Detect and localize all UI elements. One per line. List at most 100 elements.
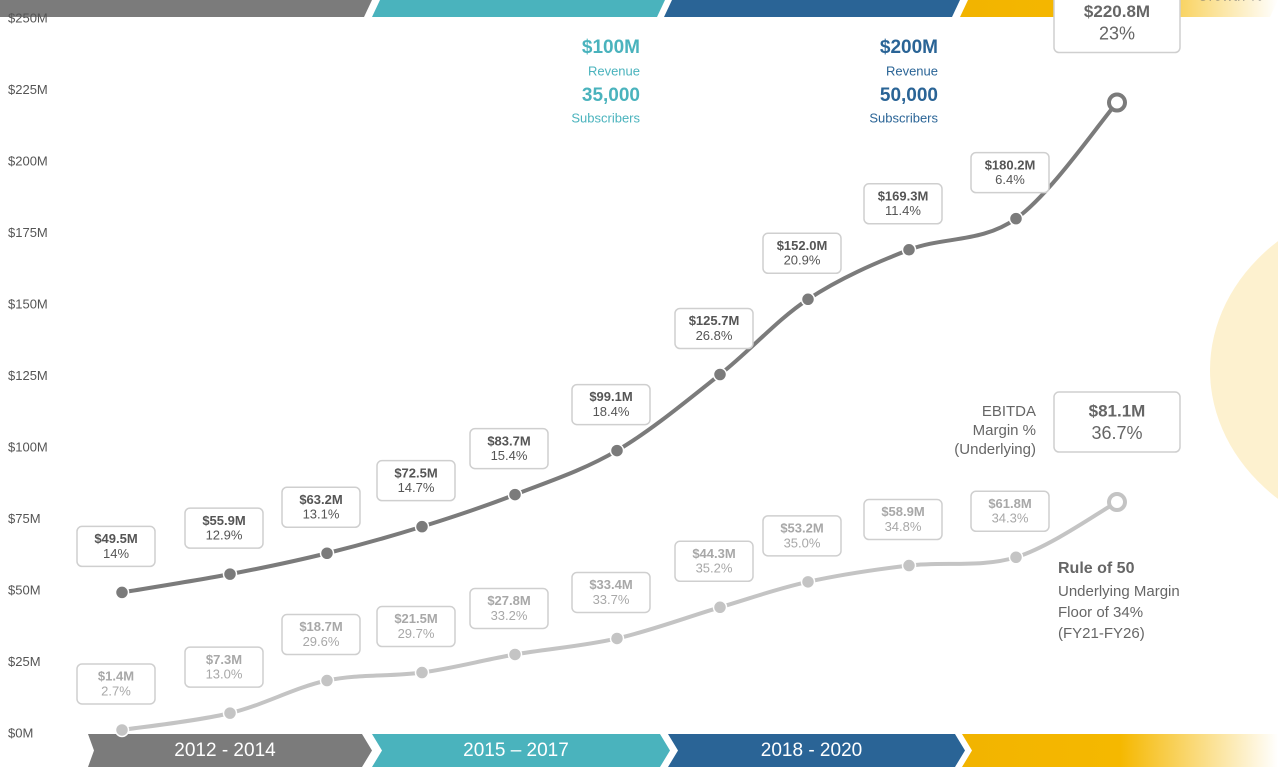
rule-line: (FY21-FY26) <box>1058 625 1145 642</box>
rate-label: 11.4% <box>885 203 921 218</box>
point <box>901 242 917 258</box>
point <box>114 585 130 600</box>
value-box: $81.1M 36.7% <box>1053 391 1181 453</box>
value-label: $55.9M <box>202 513 245 528</box>
value-label: $27.8M <box>487 593 530 608</box>
milestone-revenue: $200M <box>880 37 938 58</box>
y-tick-label: $225M <box>8 82 48 97</box>
point <box>319 673 335 688</box>
y-tick-label: $0M <box>8 725 33 740</box>
rate-label: 36.7% <box>1091 423 1142 443</box>
milestone: $100M Revenue 35,000 Subscribers <box>571 37 640 125</box>
rate-label: 26.8% <box>696 328 733 343</box>
value-label: $61.8M <box>988 496 1031 511</box>
milestone-subscribers-label: Subscribers <box>869 110 938 125</box>
series-name: (Underlying) <box>954 441 1036 458</box>
point <box>1107 492 1127 513</box>
box <box>571 383 651 426</box>
series-name: EBITDA <box>982 403 1036 420</box>
rule-note: Rule of 50 Underlying Margin Floor of 34% (… <box>1058 560 1180 642</box>
bottom-band <box>668 734 965 767</box>
decor-circle <box>1210 241 1278 499</box>
box <box>184 646 264 688</box>
box <box>184 507 264 549</box>
box <box>1053 0 1181 54</box>
point <box>712 600 728 615</box>
point <box>507 647 523 662</box>
rate-label: 23% <box>1099 23 1135 43</box>
series-line <box>121 101 1119 595</box>
rate-label: 20.9% <box>784 253 821 268</box>
box <box>762 232 842 275</box>
rate-label: 33.2% <box>491 608 528 623</box>
point <box>1008 550 1024 565</box>
value-box: $220.8M 23% <box>1053 0 1181 54</box>
point <box>712 367 728 382</box>
y-tick-label: $75M <box>8 511 41 526</box>
value-label: $63.2M <box>299 492 342 507</box>
point <box>800 574 816 590</box>
period-label: 2012 - 2014 <box>174 740 276 761</box>
box <box>376 459 456 502</box>
y-tick-label: $250M <box>8 10 48 25</box>
value-label: $53.2M <box>780 520 823 535</box>
rate-label: 35.2% <box>696 561 733 576</box>
box <box>674 540 754 583</box>
period-label: 2015 – 2017 <box>463 740 569 761</box>
value-label: $33.4M <box>589 577 632 592</box>
value-label: $99.1M <box>589 389 632 404</box>
box <box>469 587 549 630</box>
top-band <box>664 0 960 17</box>
point <box>800 292 816 307</box>
milestone: $200M Revenue 50,000 Subscribers <box>869 37 938 125</box>
series-name: Margin % <box>973 422 1036 439</box>
point <box>114 722 130 738</box>
value-label: $21.5M <box>394 611 437 626</box>
box <box>469 427 549 470</box>
rate-label: 33.7% <box>593 592 630 607</box>
y-tick-label: $200M <box>8 153 48 168</box>
milestone-revenue: $100M <box>582 37 640 58</box>
rate-label: 34.3% <box>992 511 1029 526</box>
point <box>1008 211 1024 226</box>
box <box>863 498 943 541</box>
y-tick-label: $150M <box>8 296 48 311</box>
rate-label: 14% <box>103 546 129 561</box>
value-label: $125.7M <box>689 313 740 328</box>
milestone-subscribers-label: Subscribers <box>571 110 640 125</box>
value-label: $83.7M <box>487 433 530 448</box>
bottom-band <box>372 734 670 767</box>
box <box>571 571 651 614</box>
period-label: 2018 - 2020 <box>761 740 862 761</box>
milestone-revenue-label: Revenue <box>886 63 938 78</box>
rate-label: 15.4% <box>491 448 528 463</box>
value-label: $180.2M <box>985 157 1036 172</box>
rule-title: Rule of 50 <box>1058 560 1135 577</box>
top-band <box>372 0 665 17</box>
y-tick-label: $25M <box>8 654 41 669</box>
rate-label: 18.4% <box>593 404 630 419</box>
box <box>76 525 156 568</box>
rate-label: 12.9% <box>206 528 243 543</box>
box <box>970 490 1050 533</box>
rate-label: 34.8% <box>885 519 922 534</box>
value-label: $49.5M <box>94 531 137 546</box>
point <box>901 558 917 573</box>
series-line <box>121 500 1118 732</box>
bottom-band <box>962 734 1278 767</box>
point <box>319 545 335 561</box>
box <box>76 663 156 705</box>
